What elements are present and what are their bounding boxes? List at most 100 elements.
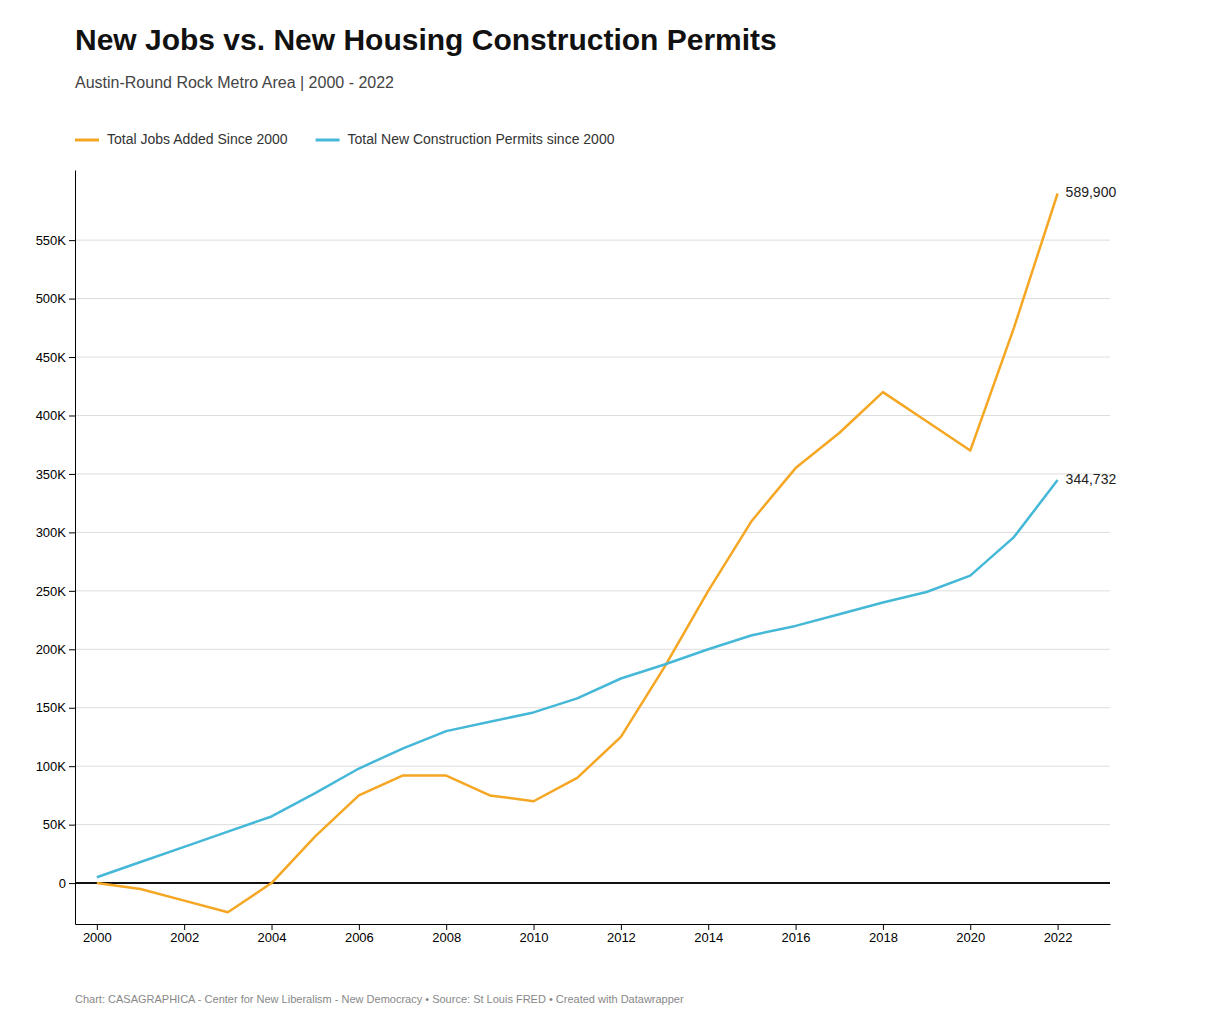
y-tick-label: 400K: [36, 408, 67, 423]
x-tick-mark: [708, 924, 709, 930]
x-tick-mark: [970, 924, 971, 930]
grid-line: [75, 298, 1110, 299]
x-tick: 2002: [170, 924, 199, 945]
plot-area: [97, 193, 1058, 912]
y-tick: 100K: [36, 759, 75, 774]
grid-line: [75, 357, 1110, 358]
y-tick-mark: [69, 825, 75, 826]
y-tick: 200K: [36, 642, 75, 657]
x-tick-mark: [97, 924, 98, 930]
grid-line: [75, 766, 1110, 767]
y-tick-mark: [69, 766, 75, 767]
zero-line: [75, 882, 1110, 884]
legend-label: Total Jobs Added Since 2000: [107, 131, 288, 147]
grid-line: [75, 649, 1110, 650]
x-tick-mark: [272, 924, 273, 930]
title: New Jobs vs. New Housing Construction Pe…: [75, 23, 777, 56]
legend-swatch: [316, 139, 340, 142]
y-axis-line: [75, 171, 76, 925]
y-tick-label: 300K: [36, 525, 67, 540]
x-tick: 2020: [956, 924, 985, 945]
x-tick: 2008: [432, 924, 461, 945]
y-tick-label: 450K: [36, 350, 67, 365]
x-tick-label: 2020: [956, 930, 985, 945]
grid-line: [75, 240, 1110, 241]
legend: Total Jobs Added Since 2000 Total New Con…: [75, 131, 615, 147]
x-tick-mark: [621, 924, 622, 930]
subtitle: Austin-Round Rock Metro Area | 2000 - 20…: [75, 74, 394, 91]
grid-line: [75, 532, 1110, 533]
y-tick: 400K: [36, 408, 75, 423]
y-tick: 350K: [36, 467, 75, 482]
y-tick: 500K: [36, 291, 75, 306]
x-tick-mark: [796, 924, 797, 930]
footer: Chart: CASAGRAPHICA - Center for New Lib…: [75, 993, 684, 1005]
x-axis-line: [76, 924, 1111, 925]
y-tick: 150K: [36, 700, 75, 715]
y-tick-mark: [69, 708, 75, 709]
y-tick-label: 250K: [36, 583, 67, 598]
x-tick: 2016: [782, 924, 811, 945]
y-tick: 50K: [43, 817, 75, 832]
x-tick-mark: [359, 924, 360, 930]
x-tick: 2018: [869, 924, 898, 945]
y-tick: 300K: [36, 525, 75, 540]
y-tick-label: 0: [59, 876, 66, 891]
x-tick: 2006: [345, 924, 374, 945]
y-tick-mark: [69, 649, 75, 650]
x-tick-mark: [446, 924, 447, 930]
series-line: [97, 193, 1058, 912]
grid-line: [75, 707, 1110, 708]
x-tick-label: 2002: [170, 930, 199, 945]
x-tick-label: 2008: [432, 930, 461, 945]
y-tick-label: 500K: [36, 291, 67, 306]
legend-item: Total New Construction Permits since 200…: [316, 131, 615, 147]
y-tick-mark: [69, 240, 75, 241]
x-tick-mark: [1058, 924, 1059, 930]
y-tick-label: 50K: [43, 817, 66, 832]
chart: New Jobs vs. New Housing Construction Pe…: [0, 0, 1220, 1019]
x-tick-label: 2016: [782, 930, 811, 945]
y-tick-label: 200K: [36, 642, 67, 657]
x-tick-label: 2000: [83, 930, 112, 945]
x-tick-label: 2018: [869, 930, 898, 945]
y-tick: 450K: [36, 350, 75, 365]
x-tick: 2012: [607, 924, 636, 945]
x-tick: 2014: [694, 924, 723, 945]
legend-swatch: [75, 139, 99, 142]
y-tick-mark: [69, 357, 75, 358]
y-tick-mark: [69, 474, 75, 475]
y-axis: 0 50K 100K 150K 200K 250K 300K 350K 400K 450K 500K…: [36, 171, 76, 925]
annotations: 589,900 344,732: [1066, 184, 1117, 487]
grid-line: [75, 415, 1110, 416]
end-label: 344,732: [1066, 471, 1117, 487]
grid-line: [75, 590, 1110, 591]
x-tick-label: 2010: [520, 930, 549, 945]
y-tick-label: 550K: [36, 233, 67, 248]
x-tick-label: 2006: [345, 930, 374, 945]
y-tick: 550K: [36, 233, 75, 248]
y-tick-mark: [69, 299, 75, 300]
y-tick-label: 100K: [36, 759, 67, 774]
y-tick-mark: [69, 532, 75, 533]
y-tick-label: 350K: [36, 467, 67, 482]
y-tick-mark: [69, 883, 75, 884]
y-tick-label: 150K: [36, 700, 67, 715]
y-tick-mark: [69, 415, 75, 416]
x-tick-mark: [184, 924, 185, 930]
x-axis: 2000 2002 2004 2006 2008 2010 2012 2014 2016 2018…: [76, 924, 1111, 945]
end-label: 589,900: [1066, 184, 1117, 200]
x-tick-mark: [883, 924, 884, 930]
y-tick: 0: [59, 876, 75, 891]
x-tick: 2022: [1044, 924, 1073, 945]
x-tick-label: 2004: [258, 930, 287, 945]
x-tick-label: 2014: [694, 930, 723, 945]
grid: [75, 240, 1110, 883]
x-tick-label: 2022: [1044, 930, 1073, 945]
x-tick-mark: [534, 924, 535, 930]
grid-line: [75, 473, 1110, 474]
series-line: [97, 480, 1058, 877]
x-tick: 2010: [520, 924, 549, 945]
grid-line: [75, 824, 1110, 825]
x-tick-label: 2012: [607, 930, 636, 945]
